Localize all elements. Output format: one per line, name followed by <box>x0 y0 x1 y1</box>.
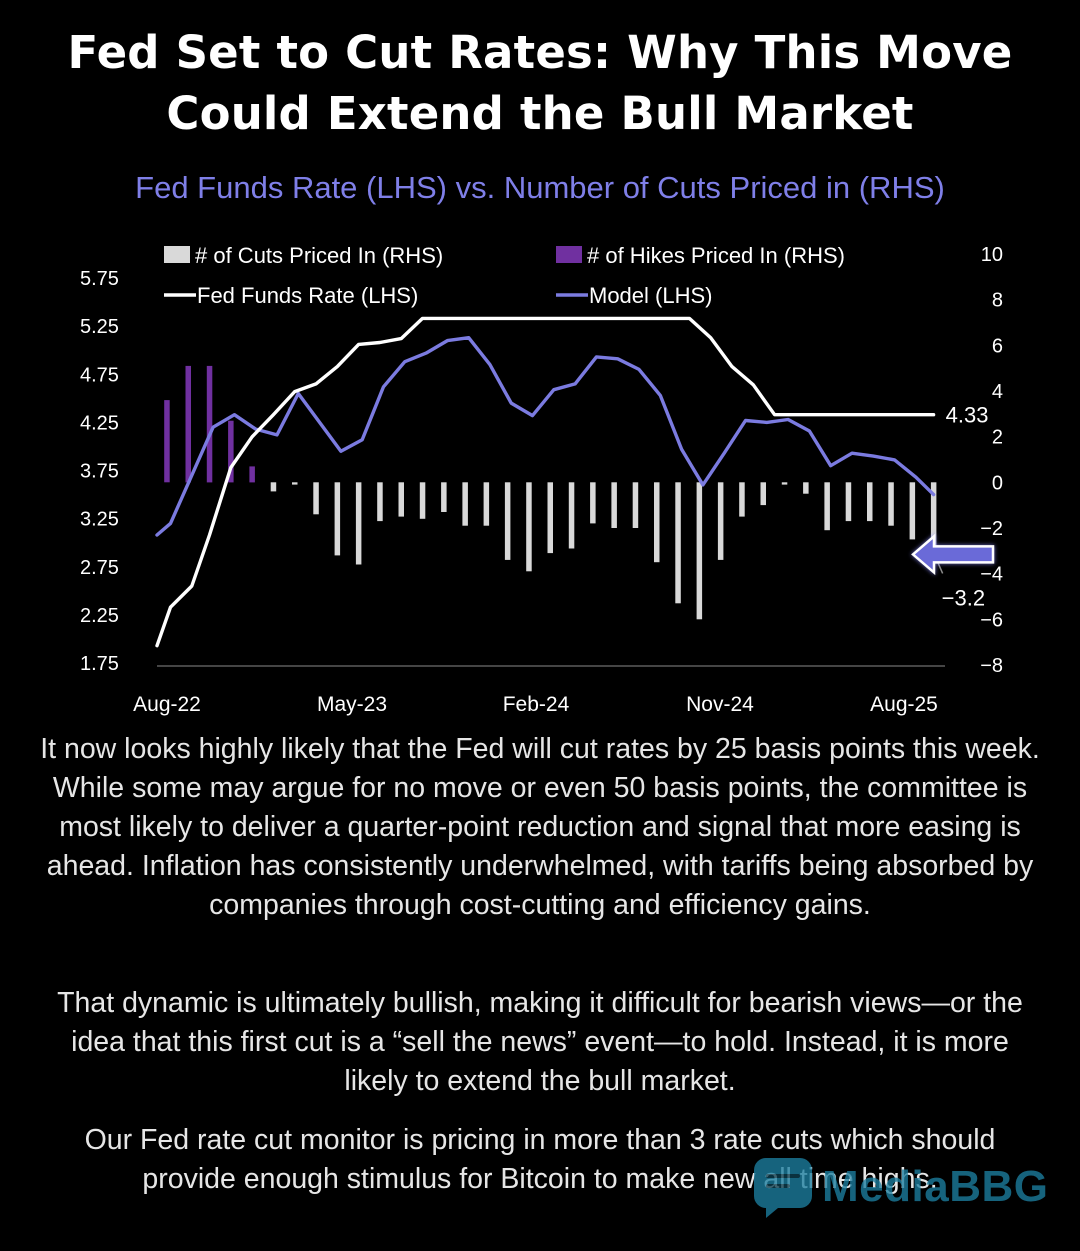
hike-bar <box>228 420 234 483</box>
cut-bar <box>739 482 745 517</box>
cut-bar <box>717 482 724 560</box>
headline-line-2: Could Extend the Bull Market <box>166 87 914 140</box>
y-right-tick-label: 4 <box>992 381 1003 403</box>
hike-bar <box>206 365 213 483</box>
cut-bar <box>313 482 319 515</box>
chart-legend: # of Cuts Priced In (RHS) # of Hikes Pric… <box>164 243 845 308</box>
cut-bar <box>781 482 788 485</box>
headline: Fed Set to Cut Rates: Why This Move Coul… <box>0 22 1080 144</box>
cut-bar <box>398 482 404 517</box>
cut-bar <box>654 482 660 563</box>
highlight-arrow-icon <box>911 533 995 576</box>
cut-bar <box>888 482 894 526</box>
y-left-tick-label: 3.25 <box>80 509 119 531</box>
y-right-tick-label: −6 <box>980 609 1003 631</box>
body-paragraph-1: It now looks highly likely that the Fed … <box>40 733 1040 921</box>
x-tick-label: Aug-22 <box>133 693 201 716</box>
y-left-tick-label: 4.75 <box>80 364 119 386</box>
y-left-tick-label: 5.75 <box>80 268 119 290</box>
legend-label: Fed Funds Rate (LHS) <box>197 283 418 308</box>
legend-swatch <box>164 246 190 263</box>
cut-bar <box>675 482 681 604</box>
rate-end-label: 4.33 <box>946 403 989 428</box>
x-tick-label: May-23 <box>317 693 387 716</box>
y-right-tick-label: 8 <box>992 290 1003 312</box>
cut-bar <box>355 482 362 565</box>
fed-funds-rate-line <box>155 316 936 648</box>
headline-line-1: Fed Set to Cut Rates: Why This Move <box>67 26 1013 79</box>
cut-bar <box>270 482 277 492</box>
cut-bar <box>696 482 703 620</box>
chart-bars <box>164 365 937 620</box>
cut-bar <box>504 482 511 560</box>
cut-bar <box>909 482 916 540</box>
y-left-tick-label: 5.25 <box>80 316 119 338</box>
legend-label: # of Hikes Priced In (RHS) <box>587 243 845 268</box>
cut-bar <box>930 482 937 556</box>
body-paragraph-2: That dynamic is ultimately bullish, maki… <box>57 987 1023 1097</box>
y-left-tick-label: 2.75 <box>80 557 119 579</box>
cut-bar <box>292 482 298 485</box>
cut-bar <box>803 482 809 494</box>
hike-bar <box>185 365 191 483</box>
hike-bar <box>164 400 170 483</box>
cut-bar <box>845 482 852 522</box>
watermark: MediaBBG <box>752 1152 1048 1222</box>
cut-bar <box>867 482 873 522</box>
cut-bar <box>632 482 639 528</box>
cut-bar <box>568 482 575 549</box>
cut-bar <box>441 482 447 512</box>
hike-bar <box>249 466 255 483</box>
chart-title: Fed Funds Rate (LHS) vs. Number of Cuts … <box>135 170 945 205</box>
cut-bar <box>760 482 766 506</box>
chart: 5.75 5.25 4.75 4.25 3.75 3.25 2.75 2.25 1.75 10 8 6… <box>80 243 1003 716</box>
y-left-tick-label: 4.25 <box>80 412 119 434</box>
y-right-tick-label: 2 <box>992 427 1003 449</box>
model-line <box>155 335 936 537</box>
chart-annotations: 4.33 −3.2 <box>911 403 995 610</box>
y-right-tick-label: −2 <box>980 518 1003 540</box>
chart-lines <box>155 316 936 648</box>
watermark-text: MediaBBG <box>822 1162 1049 1211</box>
y-right-tick-label: −8 <box>980 655 1003 677</box>
y-right-tick-label: 6 <box>992 335 1003 357</box>
legend-swatch <box>556 246 582 263</box>
cut-bar <box>483 482 490 526</box>
legend-label: # of Cuts Priced In (RHS) <box>195 243 443 268</box>
x-tick-label: Aug-25 <box>870 693 938 716</box>
cut-bar <box>334 482 341 556</box>
x-tick-label: Nov-24 <box>686 693 754 716</box>
y-right-tick-label: 10 <box>981 244 1003 266</box>
cut-bar <box>611 482 617 528</box>
y-left-tick-label: 2.25 <box>80 605 119 627</box>
y-left-tick-label: 3.75 <box>80 461 119 483</box>
y-left-tick-label: 1.75 <box>80 653 119 675</box>
y-right-tick-label: −4 <box>980 564 1003 586</box>
cut-bar <box>377 482 383 522</box>
cut-bar <box>419 482 426 519</box>
cut-bar <box>547 482 553 554</box>
chat-bubble-icon <box>754 1158 812 1218</box>
cuts-end-label: −3.2 <box>942 585 985 610</box>
cut-bar <box>824 482 830 531</box>
legend-label: Model (LHS) <box>589 283 712 308</box>
cut-bar <box>590 482 596 524</box>
x-tick-label: Feb-24 <box>503 693 570 716</box>
cut-bar <box>526 482 532 572</box>
cut-bar <box>462 482 468 526</box>
y-right-tick-label: 0 <box>992 472 1003 494</box>
chart-axes: 5.75 5.25 4.75 4.25 3.75 3.25 2.75 2.25 1.75 10 8 6… <box>80 244 1003 716</box>
